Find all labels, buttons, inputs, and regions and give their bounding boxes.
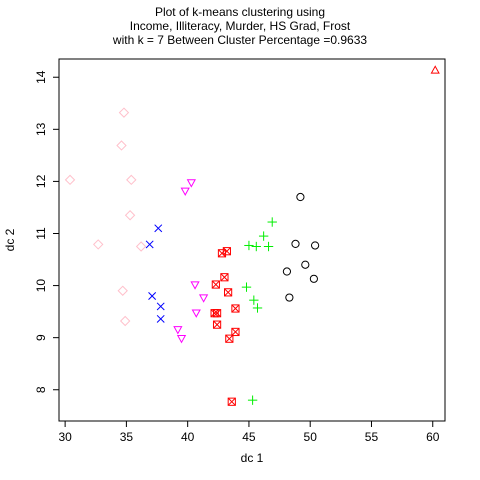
data-point — [148, 292, 157, 300]
y-tick-label: 13 — [34, 122, 48, 136]
data-point — [198, 294, 209, 303]
x-axis: 30 35 40 45 50 55 60 — [58, 421, 440, 444]
data-point — [296, 192, 305, 202]
data-point — [124, 210, 136, 221]
data-point — [211, 280, 220, 289]
data-point — [225, 334, 234, 343]
x-tick-label: 50 — [304, 430, 318, 444]
data-point — [64, 174, 76, 186]
y-tick-label: 12 — [34, 174, 48, 188]
data-points — [64, 65, 440, 406]
y-tick-label: 8 — [34, 386, 48, 393]
chart-title-line-3: with k = 7 Between Cluster Percentage =0… — [112, 33, 367, 47]
data-point — [119, 315, 131, 327]
data-point — [301, 260, 310, 269]
data-point — [145, 240, 154, 249]
data-point — [126, 174, 137, 186]
data-point — [93, 239, 104, 250]
data-point — [222, 247, 231, 256]
y-tick-label: 9 — [34, 334, 48, 341]
x-tick-label: 45 — [242, 430, 256, 444]
chart-title-line-2: Income, Illiteracy, Murder, HS Grad, Fro… — [130, 19, 351, 33]
data-point — [231, 327, 240, 337]
x-tick-label: 30 — [58, 430, 72, 444]
data-point — [267, 217, 277, 227]
data-point — [251, 241, 261, 252]
data-point — [180, 187, 190, 196]
data-point — [117, 285, 128, 296]
data-point — [190, 281, 200, 290]
y-axis: 8 9 10 11 12 13 14 — [34, 70, 59, 393]
y-tick-label: 14 — [34, 70, 48, 84]
data-point — [212, 320, 222, 329]
data-point — [282, 267, 292, 276]
data-point — [217, 249, 227, 258]
data-point — [258, 231, 269, 241]
x-tick-label: 35 — [120, 430, 134, 444]
x-tick-label: 55 — [365, 430, 379, 444]
y-tick-label: 10 — [34, 279, 48, 293]
data-point — [156, 302, 165, 311]
data-point — [116, 140, 127, 151]
data-point — [249, 295, 259, 305]
data-point — [224, 288, 233, 297]
data-point — [430, 65, 440, 74]
data-point — [252, 303, 263, 313]
data-point — [176, 334, 187, 344]
data-point — [309, 274, 318, 283]
data-point — [135, 241, 147, 252]
data-point — [231, 304, 240, 313]
data-point — [263, 241, 274, 252]
data-point — [118, 107, 130, 118]
data-point — [291, 239, 300, 249]
data-point — [311, 241, 320, 250]
chart-title-line-1: Plot of k-means clustering using — [155, 5, 325, 19]
data-point — [241, 282, 252, 292]
data-point — [186, 179, 196, 188]
data-point — [244, 240, 254, 251]
data-point — [212, 309, 222, 318]
plot-frame — [58, 58, 446, 422]
data-point — [173, 326, 183, 335]
x-tick-label: 60 — [426, 430, 440, 444]
data-point — [191, 309, 201, 318]
x-axis-title: dc 1 — [241, 451, 264, 465]
data-point — [154, 224, 163, 233]
y-tick-label: 11 — [34, 227, 48, 240]
data-point — [247, 395, 258, 405]
data-point — [220, 273, 229, 282]
data-point — [227, 397, 236, 406]
data-point — [285, 293, 294, 302]
x-tick-label: 40 — [181, 430, 195, 444]
y-axis-title: dc 2 — [3, 228, 17, 251]
data-point — [156, 314, 165, 323]
